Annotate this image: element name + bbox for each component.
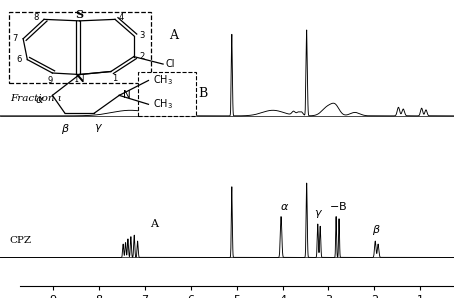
- Bar: [9, 12, 151, 83]
- Text: 1: 1: [113, 74, 118, 83]
- Text: Fraction ι: Fraction ι: [10, 94, 62, 103]
- Text: 8: 8: [33, 13, 39, 22]
- Text: N: N: [74, 74, 84, 84]
- Text: CH$_3$: CH$_3$: [153, 74, 173, 87]
- Text: 2: 2: [139, 52, 145, 61]
- Text: 7: 7: [12, 34, 18, 43]
- Text: $\gamma$: $\gamma$: [94, 122, 103, 134]
- Bar: [138, 72, 197, 116]
- Text: 9: 9: [48, 76, 53, 85]
- Text: A: A: [150, 219, 158, 229]
- Text: $\beta$: $\beta$: [372, 223, 381, 237]
- Text: $\gamma$: $\gamma$: [314, 209, 323, 221]
- Text: 3: 3: [139, 31, 145, 40]
- Text: N: N: [123, 90, 131, 100]
- Text: $\alpha$: $\alpha$: [281, 202, 290, 212]
- Text: Cl: Cl: [165, 59, 175, 69]
- Text: 4: 4: [118, 13, 124, 22]
- Text: A: A: [169, 29, 178, 42]
- Text: CH$_3$: CH$_3$: [153, 97, 173, 111]
- Text: $\alpha$: $\alpha$: [35, 95, 44, 105]
- Text: 6: 6: [16, 55, 22, 64]
- Text: S: S: [75, 10, 84, 20]
- Text: $\beta$: $\beta$: [60, 122, 69, 136]
- Text: $-$B: $-$B: [330, 200, 348, 212]
- Text: B: B: [198, 87, 207, 100]
- Text: CPZ: CPZ: [10, 236, 32, 245]
